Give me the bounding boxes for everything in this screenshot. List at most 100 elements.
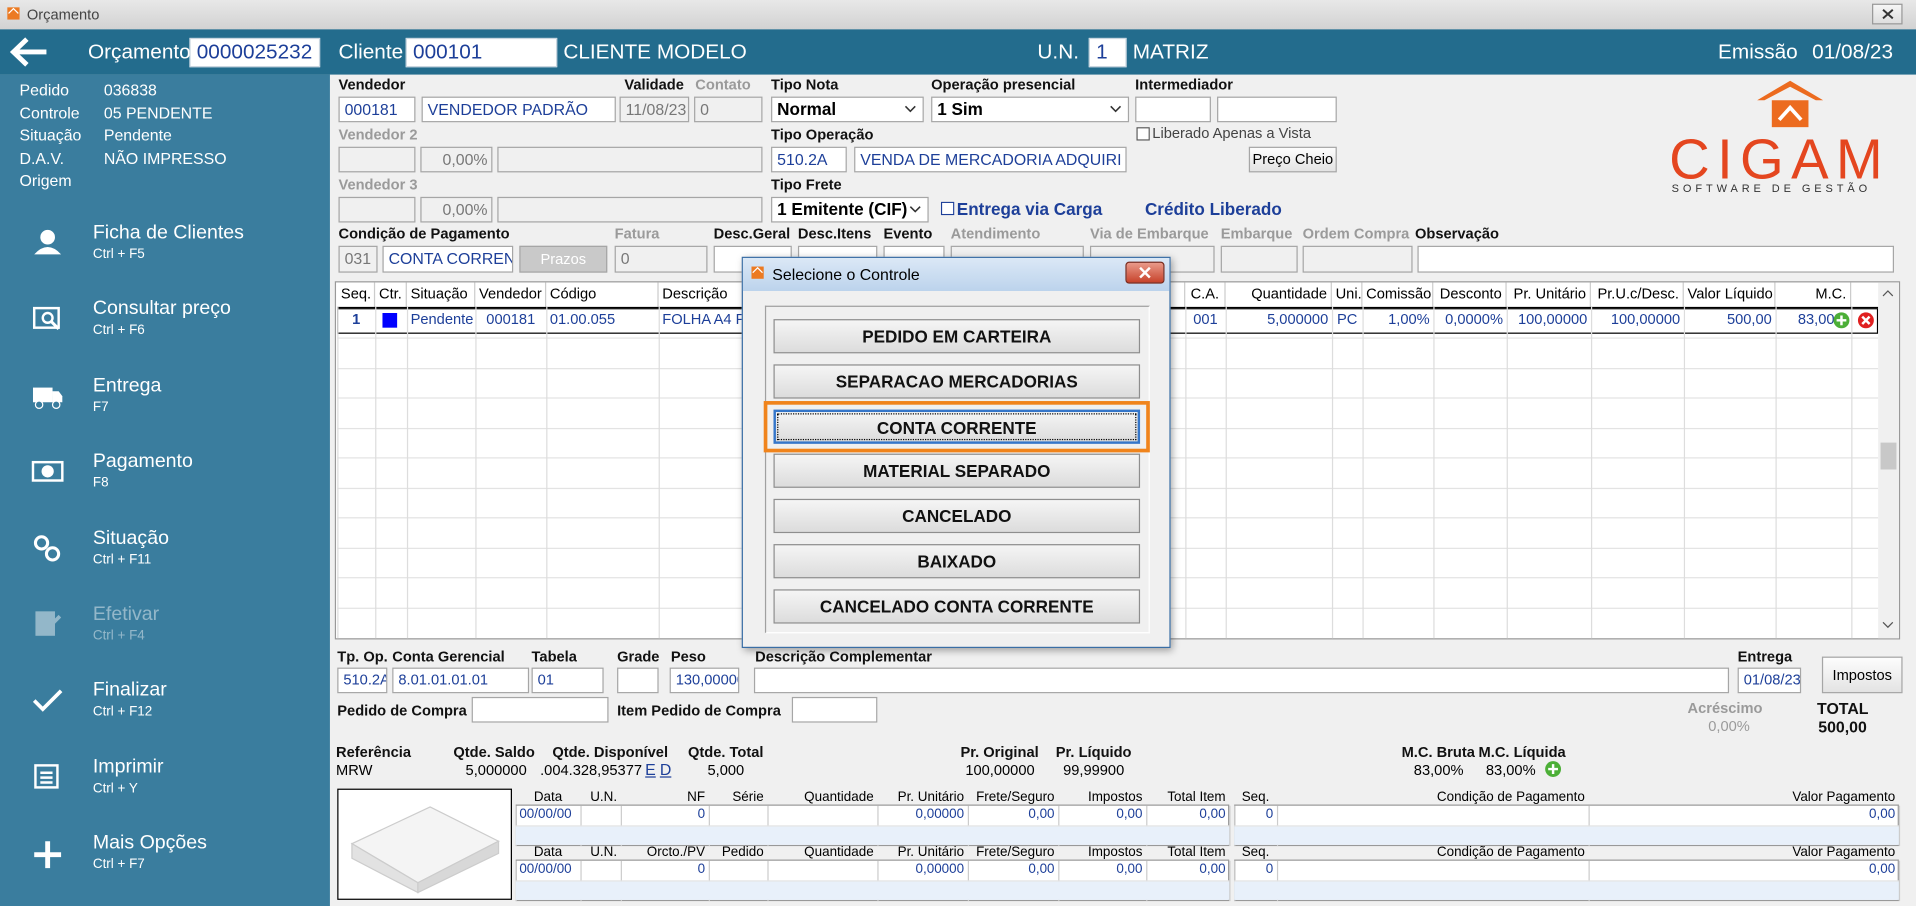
input-field[interactable] [617, 667, 659, 694]
menu-item[interactable]: Pagamento [92, 451, 193, 473]
input-field[interactable]: VENDA DE MERCADORIA ADQUIRI [854, 146, 1127, 173]
checkbox[interactable] [940, 201, 955, 216]
input-field[interactable] [791, 696, 878, 723]
cell: 0 [1265, 861, 1274, 877]
column-header: M.C. [1775, 282, 1852, 307]
button[interactable]: Preço Cheio [1248, 146, 1337, 173]
cliente-field[interactable]: 000101 [405, 37, 558, 68]
paper-stack [350, 806, 500, 894]
menu-icon [34, 229, 62, 255]
menu-icon [34, 841, 62, 869]
input-field[interactable] [338, 146, 416, 173]
dialog-title: Selecione o Controle [772, 265, 920, 284]
option-button[interactable]: PEDIDO EM CARTEIRA [773, 319, 1141, 354]
link[interactable]: E [645, 760, 656, 779]
status-value: 036838 [103, 80, 157, 100]
column-header: Total Item [1167, 789, 1226, 805]
column-header: Ctr. [375, 282, 407, 307]
menu-item[interactable]: Finalizar [92, 680, 167, 702]
input-field[interactable]: 0 [614, 245, 708, 273]
menu-shortcut: Ctrl + F5 [92, 246, 145, 262]
menu-item[interactable]: Situação [92, 527, 169, 549]
column-line [1898, 860, 1901, 902]
cell: 0,00 [1116, 806, 1143, 822]
input-field[interactable]: 510.2A [771, 146, 847, 173]
label: M.C. Bruta [1401, 743, 1475, 761]
input-field[interactable]: CONTA CORREN [382, 245, 514, 273]
delete-icon[interactable] [1857, 312, 1874, 329]
input-field[interactable]: 11/08/23 [619, 96, 690, 123]
row-line [1234, 880, 1899, 882]
input-field[interactable]: 0 [694, 96, 763, 123]
menu-item[interactable]: Imprimir [92, 756, 164, 778]
menu-item[interactable]: Consultar preço [92, 298, 231, 320]
input-field[interactable] [471, 696, 609, 723]
option-button[interactable]: CONTA CORRENTE [773, 409, 1141, 444]
cell: 1 [352, 310, 361, 328]
input-field[interactable]: 000181 [338, 96, 416, 123]
input-field[interactable]: VENDEDOR PADRÃO [421, 96, 616, 123]
column-header: U.N. [590, 789, 618, 805]
input-field[interactable] [1302, 245, 1413, 273]
column-header: Data [533, 844, 563, 860]
link[interactable]: D [659, 760, 672, 779]
menu-shortcut: Ctrl + F6 [92, 323, 145, 338]
input-field[interactable]: 8.01.01.01.01 [392, 667, 530, 694]
back-arrow[interactable] [9, 37, 49, 68]
add-icon[interactable] [1833, 312, 1850, 329]
input-field[interactable]: 01 [531, 667, 604, 694]
column-header: NF [687, 789, 706, 805]
status-label: Origem [19, 171, 72, 190]
cell: 0,00 [1869, 861, 1896, 877]
column-header: Data [533, 789, 563, 805]
input-field[interactable]: 01/08/23 [1737, 667, 1802, 694]
input-field[interactable] [1417, 245, 1895, 273]
label: Fatura [614, 224, 660, 243]
input-field[interactable] [338, 196, 416, 223]
checkbox[interactable] [1136, 127, 1150, 141]
input-field[interactable] [1135, 96, 1211, 123]
input-field[interactable] [1217, 96, 1337, 123]
input-field[interactable] [497, 146, 763, 173]
label: Crédito Liberado [1144, 199, 1282, 219]
option-button[interactable]: MATERIAL SEPARADO [773, 454, 1141, 489]
input-field[interactable] [497, 196, 763, 223]
summary-value: 83,00% [1413, 761, 1464, 779]
input-field[interactable] [753, 667, 1730, 694]
label: Tipo Nota [771, 75, 839, 93]
column-header: Orcto./PV [646, 844, 706, 860]
menu-shortcut: Ctrl + Y [92, 781, 138, 796]
button[interactable]: Prazos [519, 245, 608, 273]
cell: 0,00 [1028, 861, 1055, 877]
option-button[interactable]: BAIXADO [773, 544, 1141, 579]
option-button[interactable]: CANCELADO [773, 499, 1141, 534]
cell: 0,00000 [915, 806, 965, 822]
button[interactable]: Impostos [1821, 656, 1903, 694]
input-field[interactable]: 130,00000 [669, 667, 740, 694]
column-line [1433, 306, 1435, 639]
orcamento-field[interactable]: 0000025232 [189, 37, 321, 68]
menu-item[interactable]: Mais Opções [92, 832, 207, 854]
input-field[interactable]: Normal [771, 96, 924, 123]
label: Tabela [531, 648, 577, 666]
input-field[interactable]: 1 Sim [931, 96, 1130, 123]
label: Acréscimo [1687, 699, 1763, 717]
menu-item[interactable]: Ficha de Clientes [92, 222, 244, 244]
menu-item[interactable]: Entrega [92, 375, 162, 396]
app-icon [7, 7, 20, 20]
column-header: Pr.U.c/Desc. [1591, 282, 1684, 307]
input-field[interactable]: 510.2A [337, 667, 388, 694]
column-header: Uni. [1332, 282, 1363, 307]
input-field[interactable]: 031 [338, 245, 378, 273]
input-field[interactable] [1220, 245, 1298, 273]
option-button[interactable]: SEPARACAO MERCADORIAS [773, 364, 1141, 399]
cell: 0 [1265, 806, 1274, 822]
option-button[interactable]: CANCELADO CONTA CORRENTE [773, 589, 1141, 624]
input-field[interactable]: 0,00% [420, 146, 493, 173]
un-field[interactable]: 1 [1088, 37, 1127, 68]
input-field[interactable]: 1 Emitente (CIF) [771, 196, 929, 223]
sidebar [0, 74, 330, 906]
column-header: Condição de Pagamento [1436, 844, 1585, 860]
input-field[interactable]: 0,00% [420, 196, 493, 223]
